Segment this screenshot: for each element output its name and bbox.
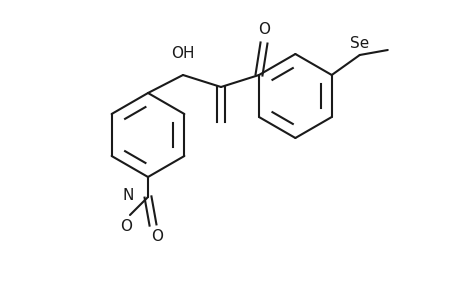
Text: OH: OH — [171, 46, 194, 61]
Text: O: O — [120, 219, 132, 234]
Text: Se: Se — [349, 36, 369, 51]
Text: O: O — [151, 229, 162, 244]
Text: N: N — [123, 188, 134, 202]
Text: O: O — [257, 22, 269, 37]
